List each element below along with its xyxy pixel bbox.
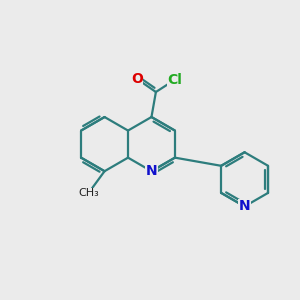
Text: O: O	[131, 72, 143, 86]
Text: CH₃: CH₃	[78, 188, 99, 198]
Text: N: N	[239, 200, 250, 213]
Text: Cl: Cl	[168, 73, 182, 87]
Text: N: N	[146, 164, 157, 178]
